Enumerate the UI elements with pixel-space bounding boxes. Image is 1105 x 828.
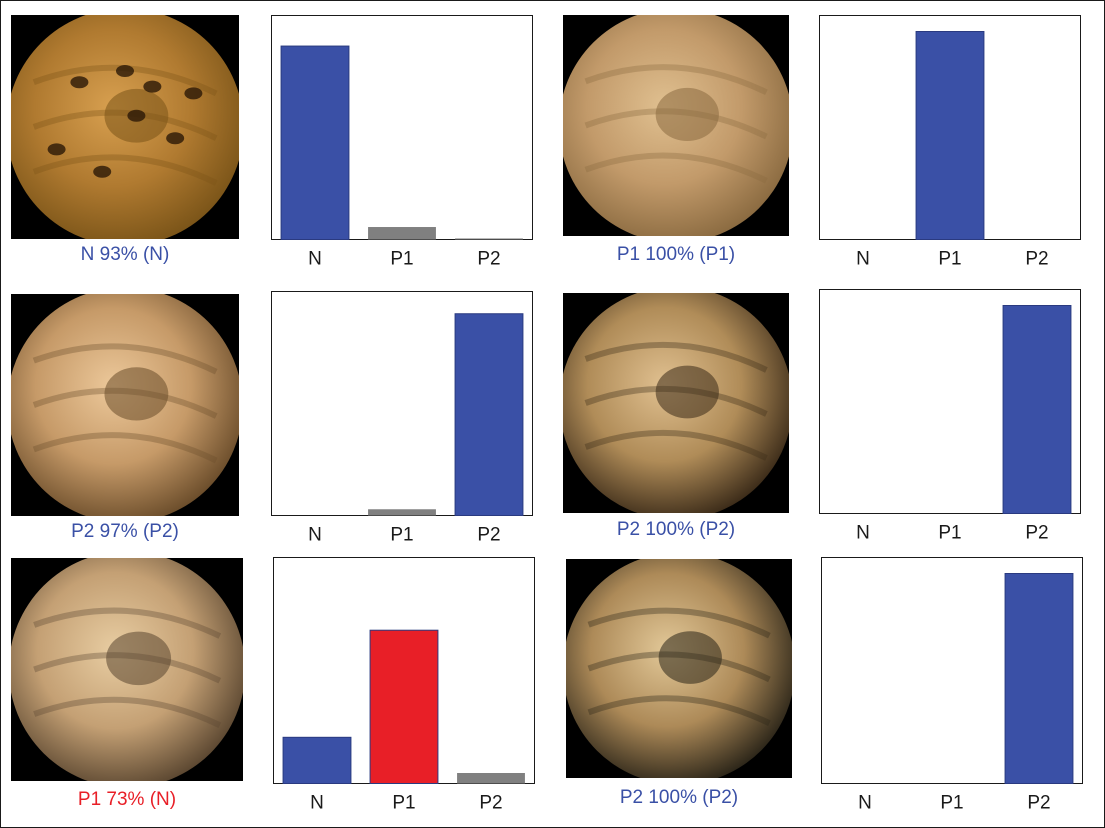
probability-bar-chart: N P1 P2 [273,557,535,814]
bar-n [280,45,350,241]
bar-p1 [915,31,985,240]
bar-p2 [1004,573,1074,784]
probability-bar-chart: N P1 P2 [819,15,1081,270]
x-tick-label: N [856,249,870,270]
endoscopy-image-icon [566,559,792,778]
endoscopy-image-icon [11,294,239,516]
x-tick-label: N [308,249,322,270]
bar-p1 [368,509,436,516]
probability-bar-chart: N P1 P2 [271,291,533,546]
probability-bar-chart: N P1 P2 [271,15,533,270]
x-tick-label: P2 [479,793,502,814]
panel-caption: N 93% (N) [80,244,170,265]
endoscopy-image-icon [11,558,243,781]
probability-bar-chart: N P1 P2 [819,289,1081,544]
x-tick-label: P1 [938,249,961,270]
x-tick-label: N [858,793,872,814]
panel-caption: P2 97% (P2) [71,521,179,542]
bar-p2 [454,313,524,516]
x-tick-label: P2 [477,525,500,546]
endoscopy-image-icon [11,15,239,239]
panel-caption: P1 73% (N) [77,789,177,810]
x-tick-label: P1 [390,249,413,270]
x-tick-label: P2 [477,249,500,270]
x-tick-label: P1 [938,523,961,544]
endoscopy-image-icon [563,15,789,236]
bar-p1 [369,629,439,784]
panel-caption: P1 100% (P1) [616,244,736,265]
bar-p2 [457,773,525,784]
x-tick-label: P1 [940,793,963,814]
bar-p2 [1002,305,1072,514]
probability-bar-chart: N P1 P2 [821,557,1083,814]
bar-p2 [455,238,523,240]
panel-caption: P2 100% (P2) [619,787,739,808]
x-tick-label: P2 [1025,249,1048,270]
endoscopy-image-icon [563,293,789,513]
x-tick-label: N [308,525,322,546]
bar-p1 [368,227,436,240]
x-tick-label: P2 [1025,523,1048,544]
panel-caption: P2 100% (P2) [616,519,736,540]
x-tick-label: N [856,523,870,544]
x-tick-label: P2 [1027,793,1050,814]
x-tick-label: P1 [392,793,415,814]
x-tick-label: P1 [390,525,413,546]
bar-n [282,736,352,785]
x-tick-label: N [310,793,324,814]
